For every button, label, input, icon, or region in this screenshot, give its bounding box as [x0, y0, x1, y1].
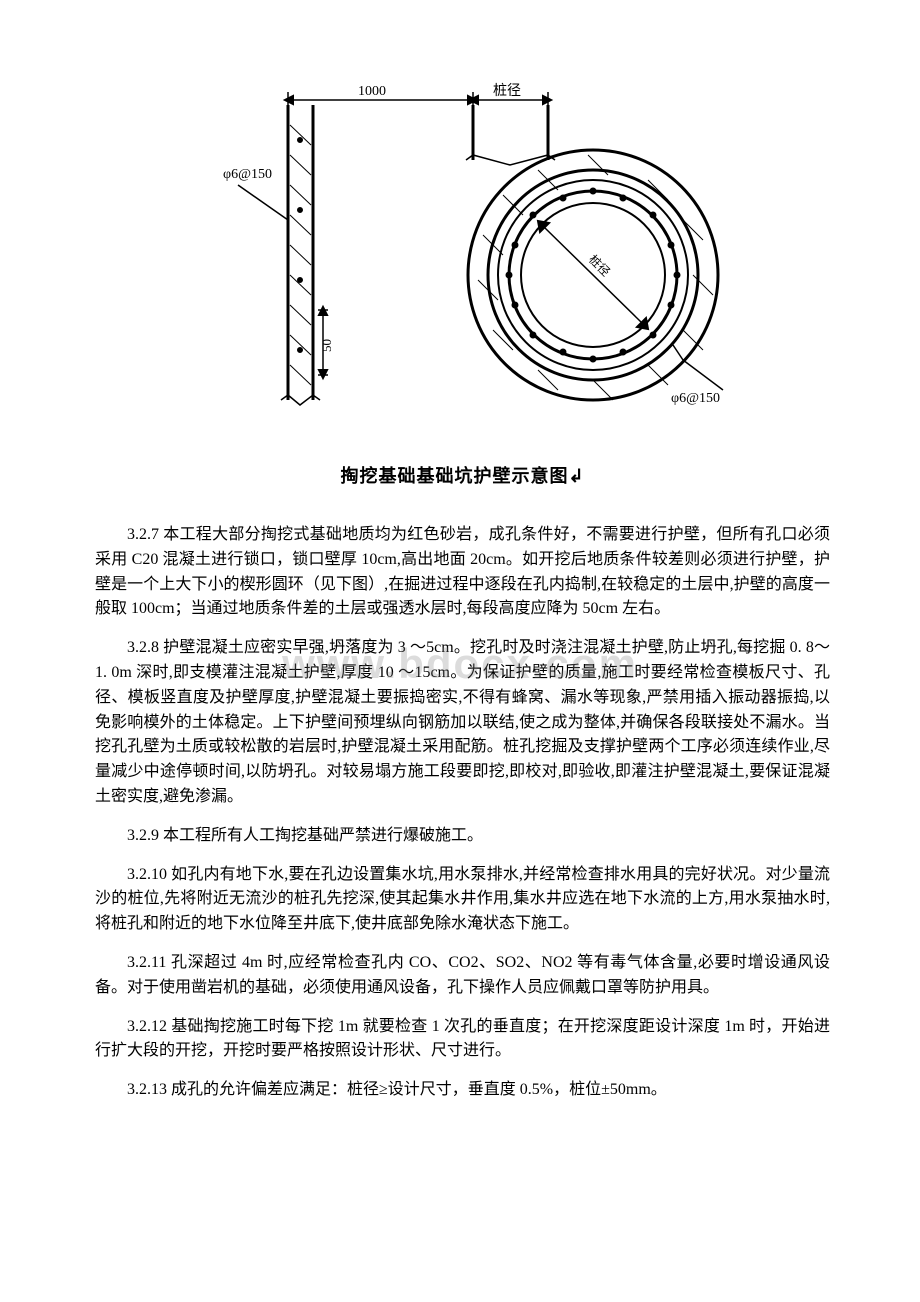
paragraph-3-2-11: 3.2.11 孔深超过 4m 时,应经常检查孔内 CO、CO2、SO2、NO2 …: [95, 951, 830, 1001]
excavation-diagram: 1000 桩径 φ6@150 φ6@150 50 桩径: [193, 80, 733, 450]
paragraph-3-2-8: 3.2.8 护壁混凝土应密实早强,坍落度为 3 ～5cm。挖孔时及时浇注混凝土护…: [95, 636, 830, 810]
dim-pile-label: 桩径: [493, 82, 521, 99]
diagram-container: 1000 桩径 φ6@150 φ6@150 50 桩径 掏挖基础基础坑护壁示意图…: [95, 80, 830, 488]
paragraph-3-2-9: 3.2.9 本工程所有人工掏挖基础严禁进行爆破施工。: [95, 824, 830, 849]
inner-dia-label: 桩径: [585, 252, 613, 280]
diagram-caption: 掏挖基础基础坑护壁示意图↲: [340, 462, 584, 488]
rebar-right-label: φ6@150: [671, 391, 720, 406]
paragraph-3-2-13: 3.2.13 成孔的允许偏差应满足：桩径≥设计尺寸，垂直度 0.5%，桩位±50…: [95, 1078, 830, 1103]
dim-1000-label: 1000: [358, 84, 386, 99]
paragraph-3-2-12: 3.2.12 基础掏挖施工时每下挖 1m 就要检查 1 次孔的垂直度；在开挖深度…: [95, 1015, 830, 1065]
paragraph-3-2-7: 3.2.7 本工程大部分掏挖式基础地质均为红色砂岩，成孔条件好，不需要进行护壁，…: [95, 523, 830, 622]
dim-50-label: 50: [319, 339, 334, 352]
paragraph-3-2-10: 3.2.10 如孔内有地下水,要在孔边设置集水坑,用水泵排水,并经常检查排水用具…: [95, 863, 830, 937]
rebar-left-label: φ6@150: [223, 167, 272, 182]
